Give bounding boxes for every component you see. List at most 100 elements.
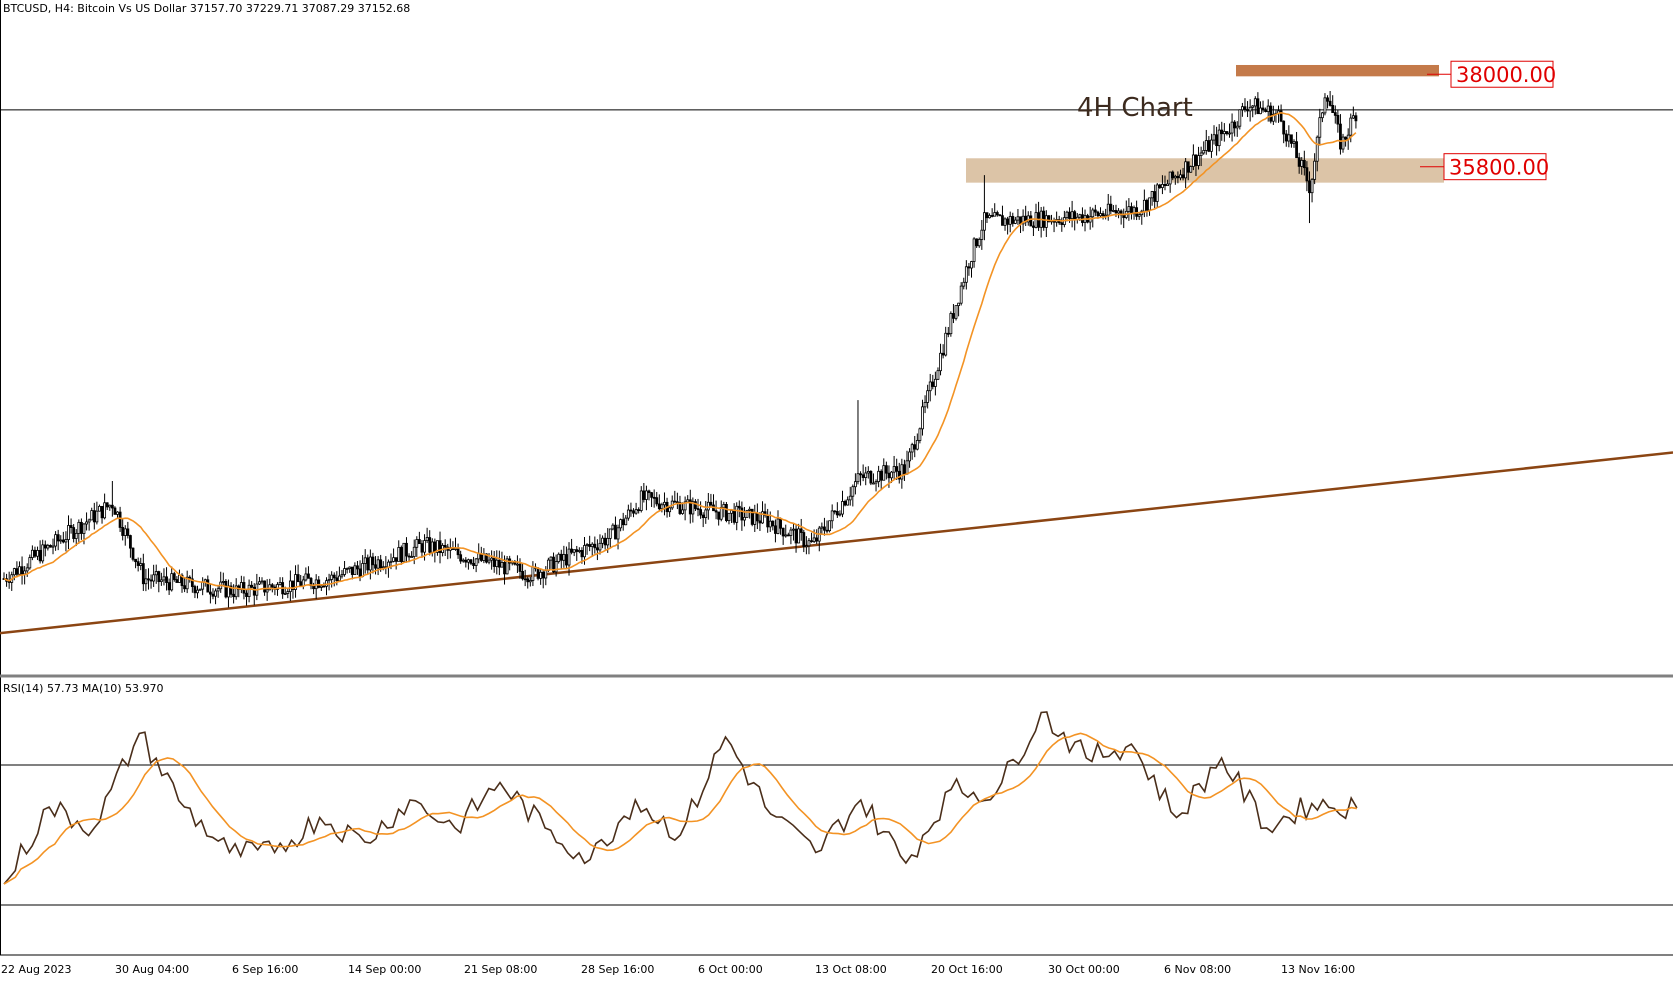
candle-body [980, 229, 984, 240]
candle-body [374, 564, 377, 569]
candle [936, 367, 940, 381]
candle-body [660, 504, 664, 510]
candle-body [983, 212, 986, 231]
candle [392, 548, 395, 563]
candle-body [794, 528, 798, 544]
candle-body [843, 501, 847, 506]
candle-body [645, 490, 648, 500]
candle [825, 520, 829, 534]
candle [1313, 153, 1317, 185]
candle-body [784, 534, 788, 537]
candle [417, 531, 421, 545]
candle [121, 519, 125, 541]
candle-body [1155, 184, 1159, 202]
candle-body [874, 481, 878, 484]
candle [1297, 152, 1301, 174]
candle [1339, 114, 1342, 155]
candle-body [389, 560, 393, 563]
candle-body [650, 492, 653, 498]
candle [1310, 178, 1314, 203]
candle-body [1181, 174, 1185, 179]
candle [368, 549, 372, 580]
candle [763, 503, 767, 518]
candle [601, 535, 604, 549]
candle [985, 212, 989, 224]
candle [614, 516, 617, 540]
candle-body [789, 529, 793, 536]
candle [766, 508, 770, 533]
candle [714, 500, 718, 520]
candle [988, 213, 991, 219]
candle-body [1290, 134, 1293, 144]
candle [645, 485, 648, 511]
time-label: 6 Nov 08:00 [1164, 963, 1231, 976]
candle [686, 495, 690, 503]
candle-body [1228, 132, 1231, 135]
candle [833, 510, 837, 515]
candle [343, 560, 346, 577]
candle-body [575, 549, 579, 552]
candle [330, 571, 334, 588]
candle-body [1233, 121, 1237, 129]
candle-body [123, 528, 127, 536]
candle-body [330, 574, 334, 580]
candle-body [456, 548, 460, 556]
candle [755, 503, 759, 530]
candle [877, 465, 881, 488]
candle [105, 502, 109, 510]
candle-body [497, 559, 501, 568]
candle [461, 558, 465, 563]
trendline [0, 451, 1673, 635]
candle-body [165, 576, 168, 583]
candle [1124, 200, 1128, 220]
candle-body [663, 501, 666, 506]
candle-body [1101, 213, 1105, 217]
candle-body [753, 512, 757, 525]
candle-body [28, 557, 32, 569]
candle-body [1078, 214, 1082, 218]
candle [892, 455, 896, 479]
candle-body [590, 543, 594, 547]
candle [675, 492, 679, 510]
candle-body [1217, 129, 1221, 147]
candle-body [949, 313, 953, 335]
candle [1130, 202, 1133, 220]
candle [1150, 190, 1154, 206]
candle [159, 572, 163, 586]
candle-body [730, 510, 733, 514]
candle-body [379, 559, 383, 569]
candle [717, 511, 721, 526]
candle-body [993, 212, 997, 217]
candle-body [118, 511, 122, 528]
candle-body [224, 581, 228, 598]
candle [1184, 158, 1188, 188]
candle [619, 518, 623, 532]
candle-body [1199, 152, 1203, 156]
candle [1243, 98, 1247, 113]
candle [1210, 133, 1213, 158]
candle [1287, 125, 1291, 148]
candle-body [136, 561, 140, 566]
candle-body [905, 460, 909, 475]
candle-body [234, 585, 238, 598]
time-label: 6 Sep 16:00 [232, 963, 298, 976]
candle-body [931, 381, 935, 387]
candle [735, 502, 739, 531]
candle-body [490, 557, 494, 561]
candle-body [1179, 174, 1182, 179]
candle [841, 490, 844, 518]
candle-body [745, 509, 749, 518]
candle [49, 544, 52, 548]
candle-body [1297, 157, 1301, 167]
candle [815, 529, 819, 545]
candle [508, 555, 512, 571]
candle [1320, 111, 1324, 123]
candle-body [1060, 222, 1064, 225]
candle [415, 536, 419, 557]
candle-body [1336, 114, 1340, 125]
candle [129, 534, 132, 558]
candle-body [485, 553, 488, 563]
candle-body [436, 540, 439, 553]
